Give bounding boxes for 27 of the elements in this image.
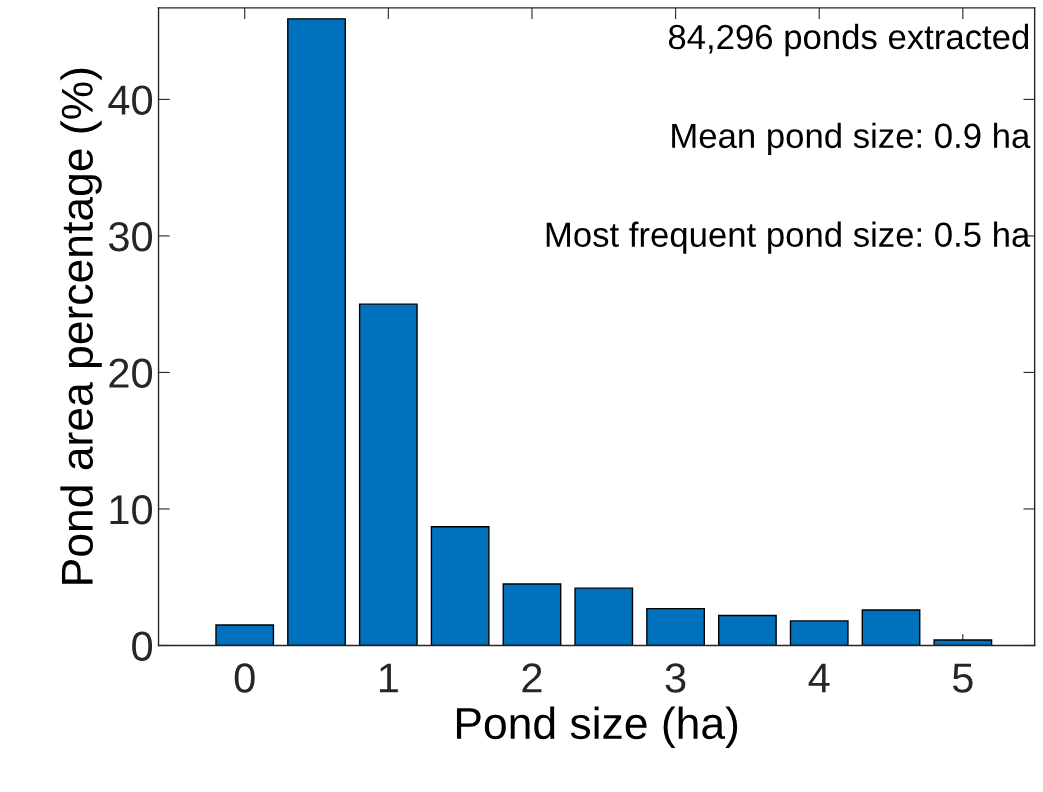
y-tick-label: 40	[108, 85, 153, 115]
y-axis-title: Pond area percentage (%)	[60, 68, 102, 584]
annotation: Most frequent pond size: 0.5 ha	[546, 221, 1031, 254]
x-tick-label: 1	[379, 663, 398, 693]
annotation: Mean pond size: 0.9 ha	[672, 122, 1031, 156]
bar	[933, 639, 993, 646]
x-tick-label: 3	[665, 663, 686, 693]
x-tick-label: 4	[808, 663, 830, 693]
y-tick-label: 10	[110, 494, 153, 525]
x-tick-label: 0	[234, 663, 255, 693]
x-tick-label: 5	[952, 663, 973, 693]
y-tick-label: 30	[108, 221, 153, 252]
bar	[789, 620, 849, 646]
bar	[574, 587, 634, 646]
bar	[358, 303, 418, 646]
x-axis-title: Pond size (ha)	[456, 706, 738, 748]
bar	[287, 18, 346, 646]
bar	[646, 607, 706, 646]
bar	[215, 624, 275, 646]
x-tick-label: 2	[522, 663, 542, 693]
y-tick-label: 0	[132, 631, 153, 661]
bar	[861, 609, 921, 646]
bar	[430, 526, 490, 646]
annotation: 84,296 ponds extracted	[668, 23, 1029, 57]
bar	[502, 583, 562, 646]
y-tick-label: 20	[109, 358, 153, 388]
bar	[717, 614, 777, 646]
